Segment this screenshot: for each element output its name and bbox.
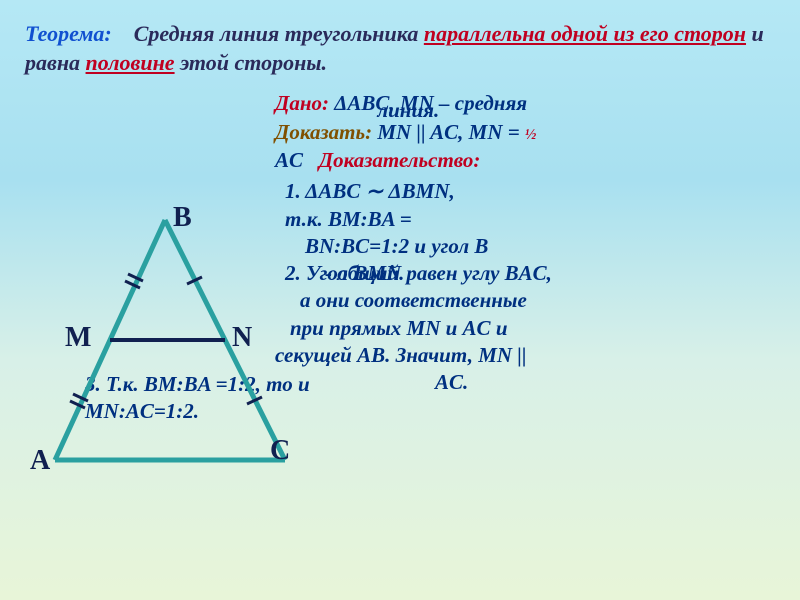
prove-line: Доказать: MN || AC, MN = линия. ½ — [275, 118, 775, 146]
vertex-c: C — [270, 435, 290, 467]
prove-label: Доказать: — [275, 120, 377, 144]
proof-step1: 1. ΔABC ∼ ΔBMN, т.к. BM:BA = BN:BC=1:2 и… — [285, 178, 775, 287]
prove-line2: AC Доказательство: — [275, 146, 775, 174]
theorem-half: половине — [86, 50, 175, 75]
given-label: Дано: — [275, 91, 334, 115]
step1-l2: т.к. BM:BA = — [285, 206, 775, 233]
vertex-b: B — [173, 202, 192, 234]
given-prove-block: Дано: ΔABC, MN – средняя Доказать: MN ||… — [275, 89, 775, 174]
theorem-statement: Теорема: Средняя линия треугольника пара… — [25, 20, 775, 77]
given-line-end: линия. — [377, 96, 439, 124]
theorem-end: этой стороны. — [180, 50, 327, 75]
step1-l3: BN:BC=1:2 и угол B — [305, 233, 775, 260]
step2-l3: при прямых MN и AC и — [290, 315, 775, 342]
step1-l4: - общий. 2. Угол BMN равен углу BAC, — [285, 260, 775, 287]
theorem-label: Теорема: — [25, 21, 112, 46]
given-line: Дано: ΔABC, MN – средняя — [275, 89, 775, 117]
theorem-parallel: параллельна одной из его сторон — [424, 21, 746, 46]
triangle-diagram: A B C M N — [25, 210, 285, 480]
theorem-pre: Средняя линия треугольника — [134, 21, 424, 46]
proof-label: Доказательство: — [319, 148, 481, 172]
vertex-m: M — [65, 322, 91, 354]
step2-l2: а они соответственные — [300, 287, 775, 314]
step1-l1: 1. ΔABC ∼ ΔBMN, — [285, 178, 775, 205]
fraction-half: ½ — [525, 127, 536, 143]
vertex-a: A — [30, 445, 50, 477]
prove-overlap: MN || AC, MN = линия. — [377, 120, 525, 144]
step2-l4: секущей AB. Значит, MN || — [275, 342, 775, 369]
vertex-n: N — [232, 322, 252, 354]
prove-post: AC — [275, 148, 303, 172]
